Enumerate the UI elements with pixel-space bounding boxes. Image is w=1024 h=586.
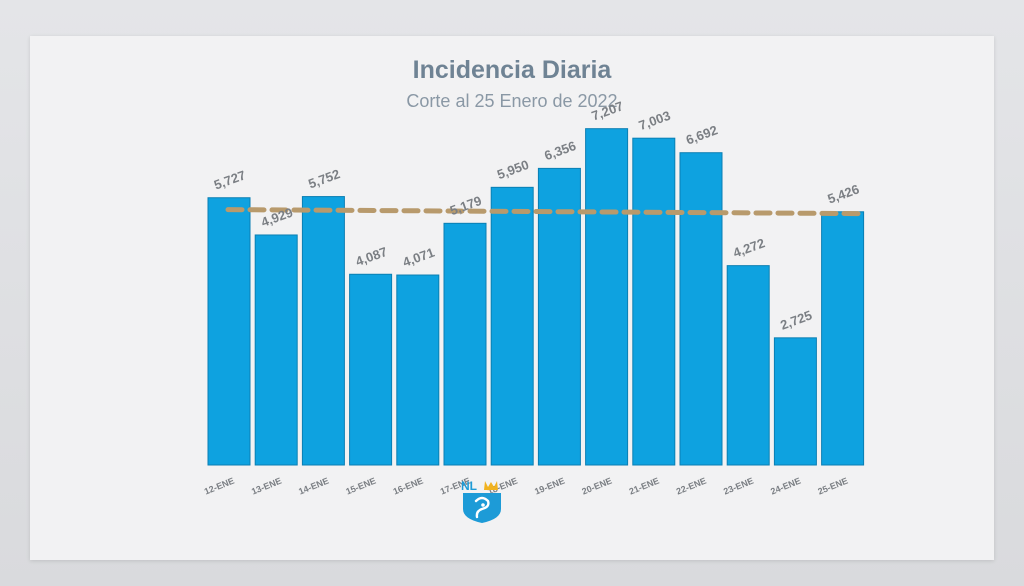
data-label: 4,071 — [401, 245, 437, 270]
x-tick-label: 23-ENE — [722, 476, 755, 497]
x-tick-label: 25-ENE — [816, 476, 849, 497]
bar — [349, 273, 393, 466]
x-tick-label: 20-ENE — [580, 476, 613, 497]
data-label: 4,272 — [731, 235, 767, 260]
data-label: 2,725 — [778, 307, 814, 332]
bar — [821, 211, 865, 466]
x-tick-label: 13-ENE — [250, 476, 283, 497]
x-tick-label: 15-ENE — [344, 476, 377, 497]
bar — [396, 274, 440, 466]
bar — [585, 128, 629, 466]
nl-logo: NL — [459, 479, 505, 523]
bar — [773, 337, 817, 466]
x-tick-label: 24-ENE — [769, 476, 802, 497]
chart-title: Incidencia Diaria — [412, 56, 612, 84]
data-label: 4,087 — [353, 244, 389, 269]
x-tick-label: 21-ENE — [628, 476, 661, 497]
x-tick-labels: 12-ENE 13-ENE 14-ENE 15-ENE 16-ENE 17-ENE 18-E… — [203, 476, 850, 497]
x-tick-label: 12-ENE — [203, 476, 236, 497]
bar — [254, 234, 298, 466]
bar — [301, 196, 345, 466]
bar — [726, 265, 770, 466]
x-tick-label: 19-ENE — [533, 476, 566, 497]
bar — [490, 186, 534, 466]
bar — [443, 222, 487, 466]
x-tick-label: 14-ENE — [297, 476, 330, 497]
data-label: 5,179 — [448, 193, 484, 218]
bar — [679, 152, 723, 466]
data-label: 6,356 — [542, 138, 578, 163]
chart-subtitle: Corte al 25 Enero de 2022 — [406, 91, 618, 111]
average-line — [225, 207, 863, 217]
data-label: 7,003 — [637, 108, 673, 133]
data-label: 5,950 — [495, 157, 531, 182]
x-tick-label: 22-ENE — [675, 476, 708, 497]
data-label: 5,752 — [306, 166, 342, 191]
data-label: 6,692 — [684, 122, 720, 147]
data-label: 5,426 — [825, 181, 861, 206]
data-label: 5,727 — [212, 167, 248, 192]
bars — [207, 128, 865, 466]
x-tick-label: 16-ENE — [392, 476, 425, 497]
bar — [207, 197, 251, 466]
bar — [632, 137, 676, 466]
bar — [537, 167, 581, 466]
logo-text: NL — [461, 479, 477, 493]
data-label: 7,207 — [589, 98, 625, 123]
